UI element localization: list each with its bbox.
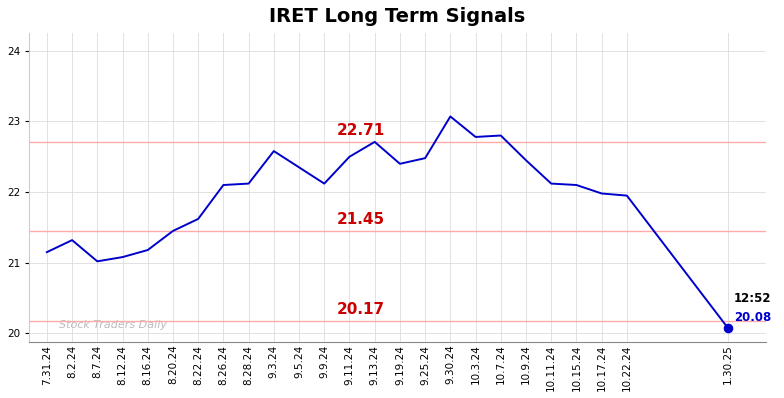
Text: 12:52: 12:52 [734, 292, 771, 305]
Text: 20.08: 20.08 [734, 311, 771, 324]
Text: 21.45: 21.45 [337, 212, 385, 227]
Title: IRET Long Term Signals: IRET Long Term Signals [269, 7, 525, 26]
Text: Stock Traders Daily: Stock Traders Daily [60, 320, 168, 330]
Text: 20.17: 20.17 [337, 302, 385, 317]
Text: 22.71: 22.71 [337, 123, 385, 138]
Point [721, 325, 734, 331]
